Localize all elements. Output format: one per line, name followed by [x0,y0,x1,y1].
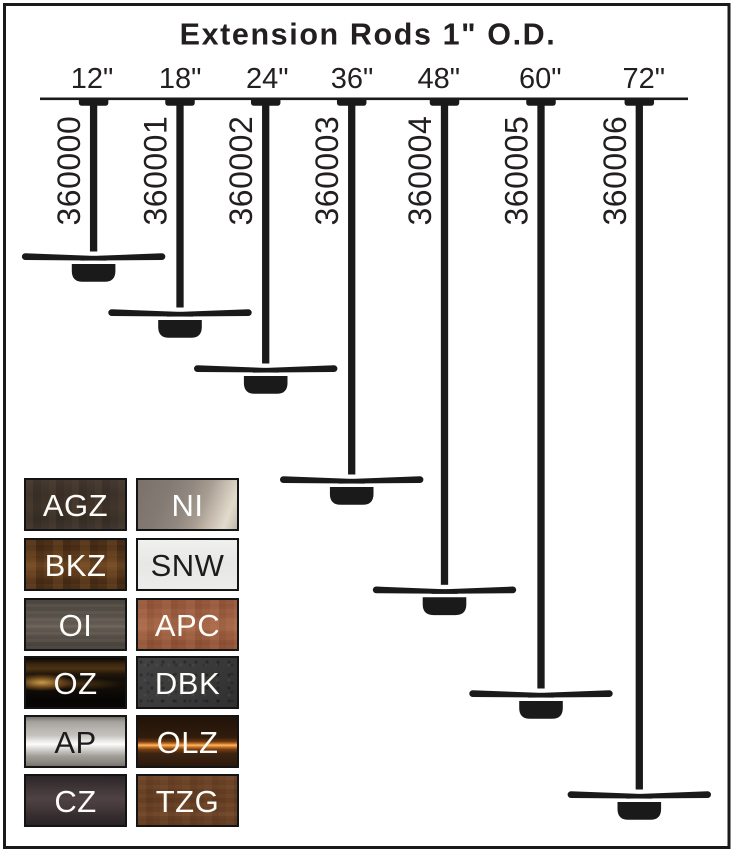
svg-text:60": 60" [519,63,562,95]
svg-text:72": 72" [623,63,666,95]
svg-text:360003: 360003 [309,116,345,226]
svg-text:360006: 360006 [597,116,633,226]
svg-text:48": 48" [418,63,461,95]
svg-text:Extension Rods 1" O.D.: Extension Rods 1" O.D. [180,18,557,52]
svg-text:360000: 360000 [51,116,87,226]
svg-text:24": 24" [246,63,289,95]
svg-text:360005: 360005 [499,116,535,226]
svg-text:360004: 360004 [402,116,438,226]
svg-text:12": 12" [71,63,114,95]
svg-text:18": 18" [159,63,202,95]
svg-text:360002: 360002 [223,116,259,226]
svg-text:360001: 360001 [138,116,174,226]
svg-text:36": 36" [331,63,374,95]
